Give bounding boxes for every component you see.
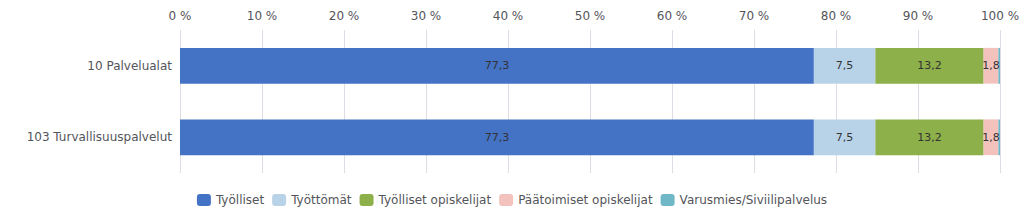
svg-text:7,5: 7,5	[836, 59, 854, 72]
svg-text:Työlliset: Työlliset	[215, 193, 265, 207]
svg-text:Päätoimiset opiskelijat: Päätoimiset opiskelijat	[518, 193, 653, 207]
svg-text:60 %: 60 %	[657, 9, 688, 23]
svg-text:40 %: 40 %	[493, 9, 524, 23]
svg-text:50 %: 50 %	[575, 9, 606, 23]
svg-text:7,5: 7,5	[836, 131, 854, 144]
svg-text:0 %: 0 %	[169, 9, 192, 23]
svg-text:20 %: 20 %	[329, 9, 360, 23]
svg-text:30 %: 30 %	[411, 9, 442, 23]
svg-text:1,8: 1,8	[982, 59, 1000, 72]
svg-text:Työlliset opiskelijat: Työlliset opiskelijat	[378, 193, 492, 207]
svg-text:77,3: 77,3	[485, 131, 510, 144]
svg-text:13,2: 13,2	[917, 131, 942, 144]
svg-text:13,2: 13,2	[917, 59, 942, 72]
svg-text:10 %: 10 %	[247, 9, 278, 23]
svg-text:Varusmies/Siviilipalvelus: Varusmies/Siviilipalvelus	[680, 193, 828, 207]
svg-text:80 %: 80 %	[821, 9, 852, 23]
svg-text:Työttömät: Työttömät	[290, 193, 352, 207]
svg-text:100 %: 100 %	[981, 9, 1019, 23]
svg-text:103 Turvallisuuspalvelut: 103 Turvallisuuspalvelut	[27, 130, 173, 144]
svg-text:10 Palvelualat: 10 Palvelualat	[87, 59, 172, 73]
svg-text:70 %: 70 %	[739, 9, 770, 23]
svg-text:77,3: 77,3	[485, 59, 510, 72]
svg-text:1,8: 1,8	[982, 131, 1000, 144]
svg-text:90 %: 90 %	[903, 9, 934, 23]
